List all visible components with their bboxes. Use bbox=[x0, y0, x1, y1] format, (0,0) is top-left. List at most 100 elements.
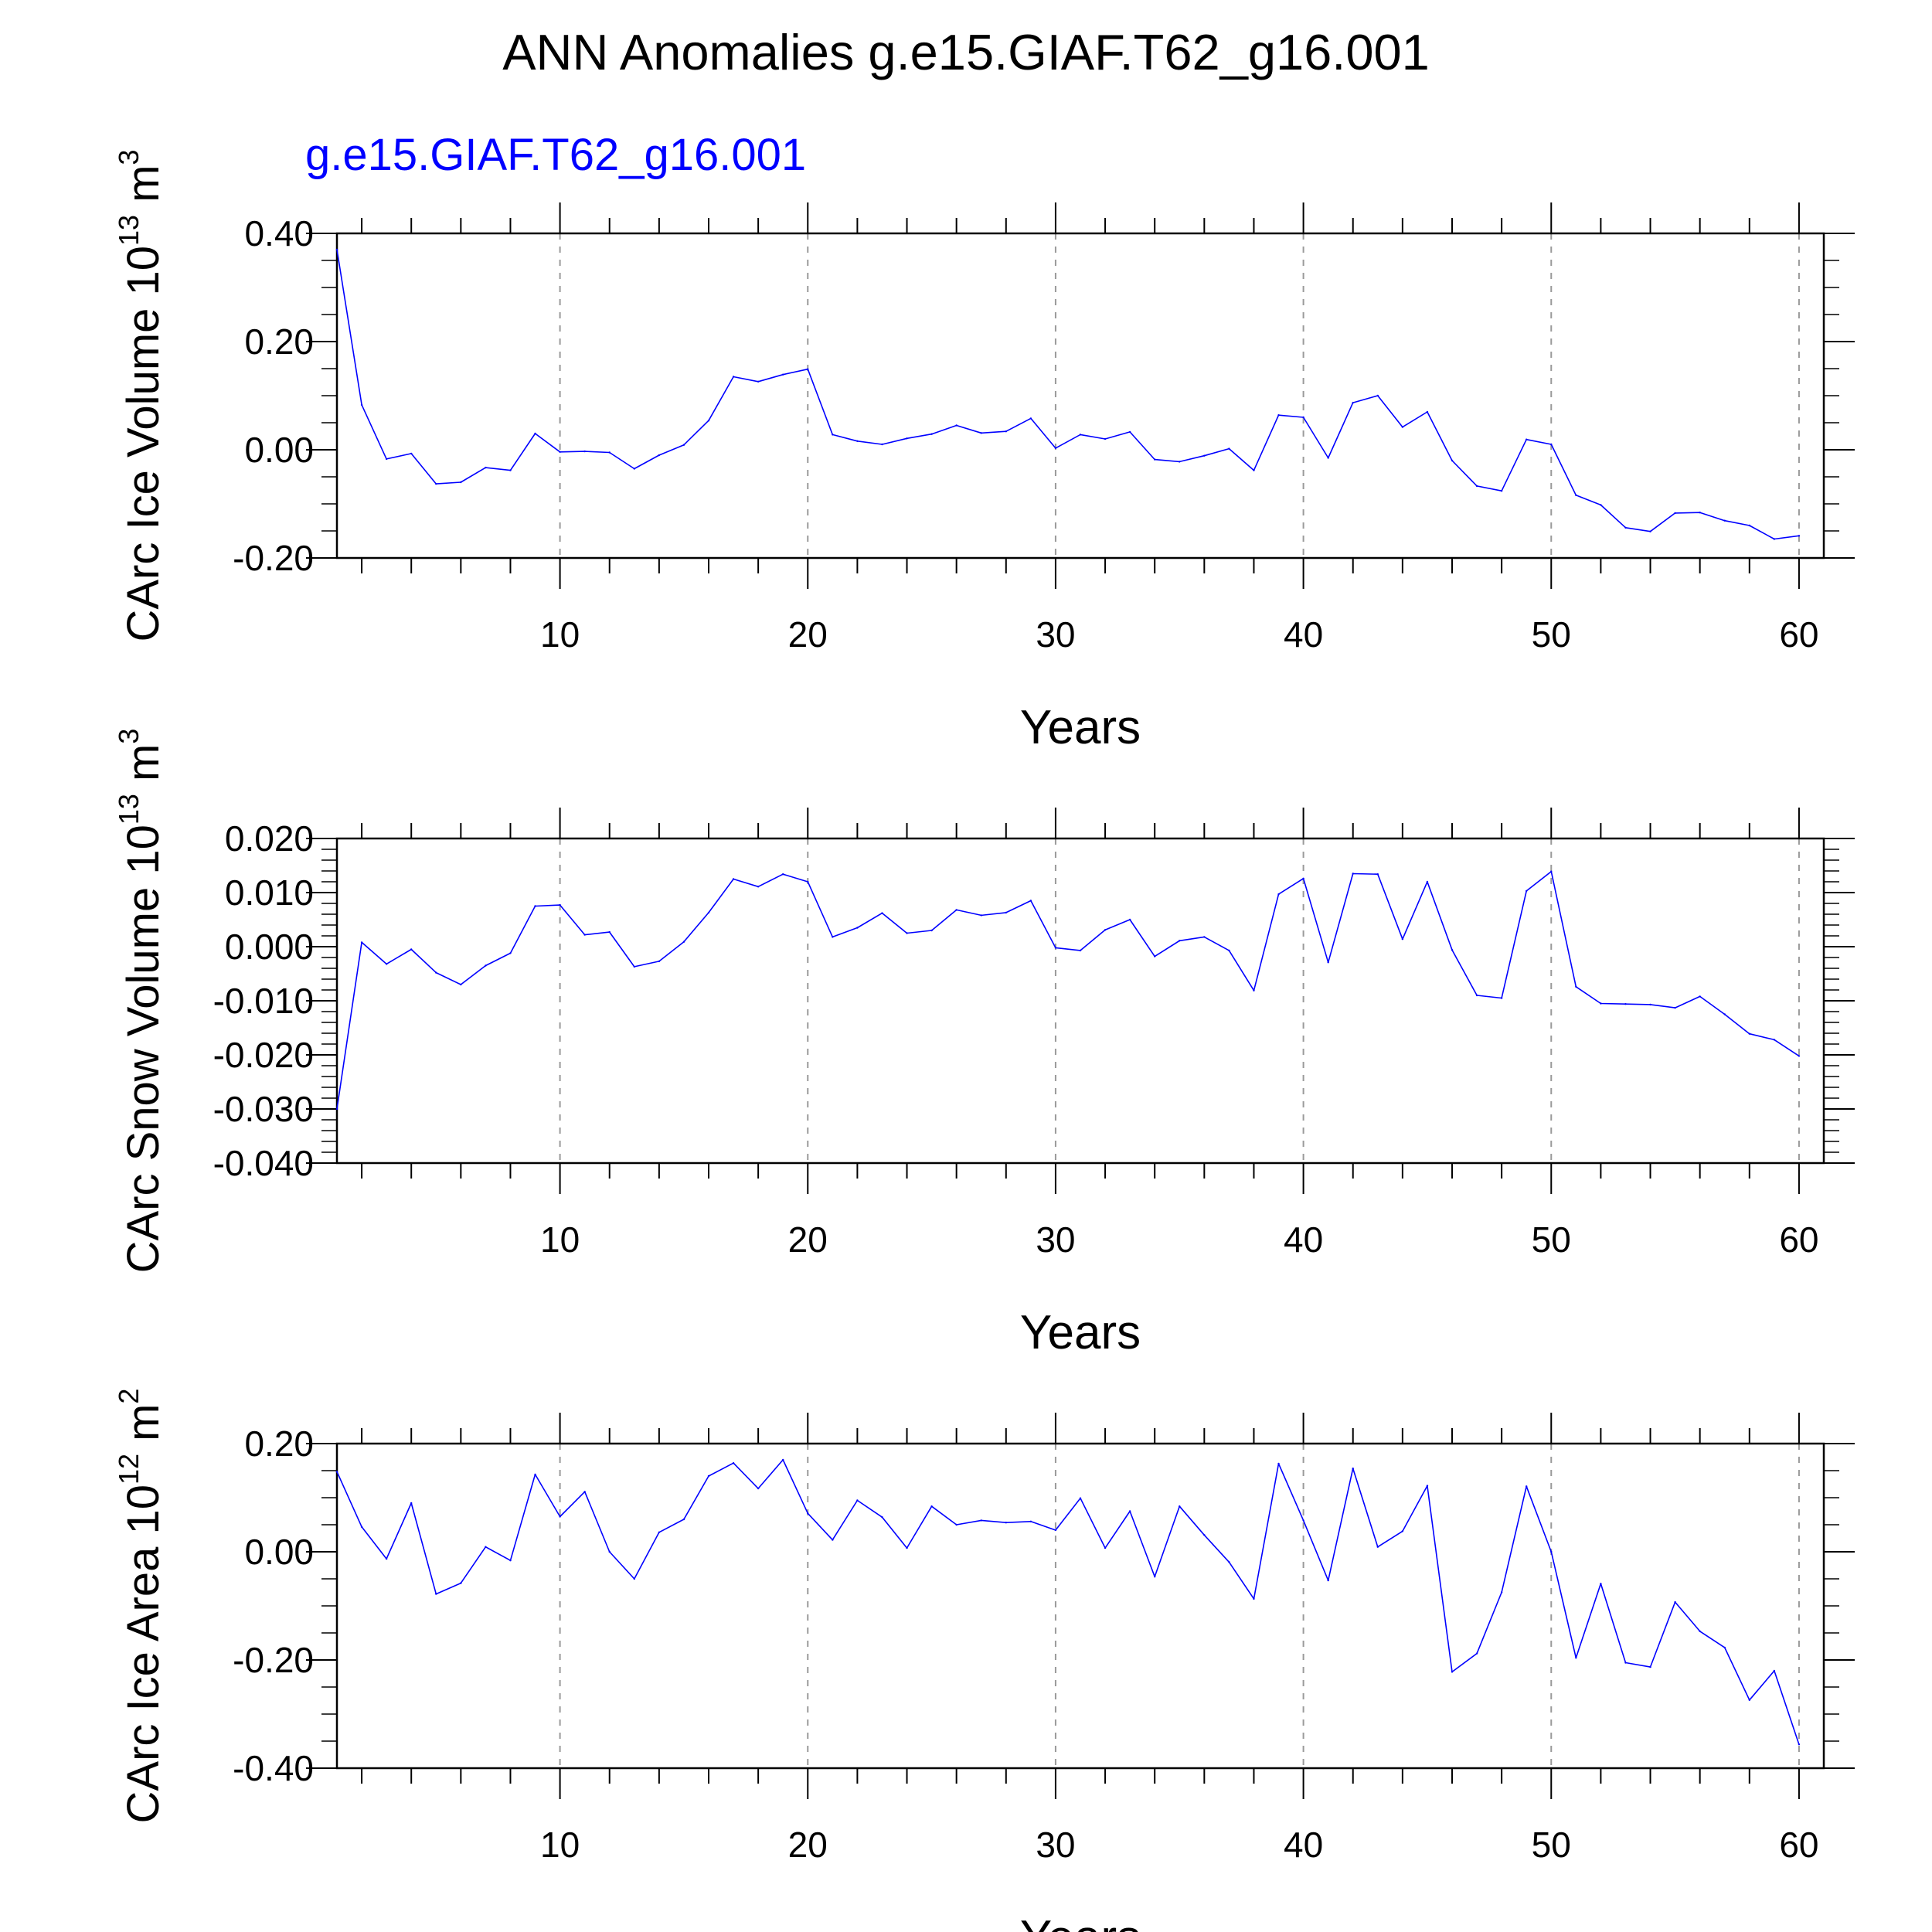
data-point-year-11 bbox=[583, 934, 586, 936]
y-tick-label: -0.020 bbox=[213, 1035, 314, 1075]
data-point-year-25 bbox=[930, 929, 933, 932]
x-tick-label-50: 50 bbox=[1532, 1825, 1571, 1865]
data-point-year-49 bbox=[1526, 1485, 1528, 1488]
data-point-year-11 bbox=[583, 1491, 586, 1493]
panel-2: 10 20 30 40 50 60 -0.040 -0.030 -0.020 -0.010 0.00… bbox=[113, 729, 1855, 1359]
data-point-year-38 bbox=[1253, 989, 1255, 992]
data-point-year-9 bbox=[534, 905, 536, 907]
chart-title: ANN Anomalies g.e15.GIAF.T62_g16.001 bbox=[502, 24, 1430, 80]
data-point-year-25 bbox=[930, 433, 933, 435]
data-point-year-12 bbox=[608, 451, 611, 454]
data-point-year-43 bbox=[1376, 873, 1379, 876]
data-point-year-28 bbox=[1005, 911, 1008, 914]
y-axis-label-part: CArc Ice Volume 10 bbox=[118, 246, 168, 642]
panels: 10 20 30 40 50 60 -0.20 0.00 0.20 0.40 Years CArc I… bbox=[113, 149, 1855, 1932]
data-point-year-48 bbox=[1500, 997, 1503, 999]
data-point-year-25 bbox=[930, 1505, 933, 1508]
data-point-year-42 bbox=[1352, 1468, 1354, 1470]
data-point-year-9 bbox=[534, 432, 536, 435]
data-point-year-13 bbox=[633, 468, 635, 470]
data-point-year-6 bbox=[460, 481, 462, 484]
data-point-year-20 bbox=[807, 880, 809, 883]
data-point-year-50 bbox=[1550, 1550, 1553, 1553]
data-point-year-59 bbox=[1773, 538, 1776, 540]
data-point-year-54 bbox=[1649, 1003, 1651, 1006]
y-axis-label-superscript: 13 bbox=[113, 215, 145, 246]
data-point-year-51 bbox=[1575, 1657, 1577, 1659]
y-tick-label: 0.20 bbox=[244, 1423, 314, 1464]
data-point-year-55 bbox=[1674, 1600, 1676, 1604]
data-point-year-51 bbox=[1575, 494, 1577, 496]
data-point-year-54 bbox=[1649, 1665, 1651, 1668]
y-axis-label-superscript: 13 bbox=[113, 794, 145, 825]
data-point-year-50 bbox=[1550, 870, 1553, 872]
data-point-year-8 bbox=[509, 952, 512, 954]
data-point-year-17 bbox=[732, 1462, 735, 1464]
data-point-year-29 bbox=[1029, 900, 1032, 902]
y-tick-label: 0.00 bbox=[244, 1532, 314, 1572]
data-point-year-8 bbox=[509, 1560, 512, 1562]
data-point-year-24 bbox=[906, 437, 908, 440]
data-point-year-37 bbox=[1228, 1561, 1230, 1563]
data-point-year-34 bbox=[1154, 955, 1156, 957]
data-point-year-36 bbox=[1203, 454, 1206, 457]
data-point-year-16 bbox=[707, 911, 710, 914]
data-point-year-46 bbox=[1451, 949, 1454, 951]
data-point-year-4 bbox=[410, 452, 413, 455]
data-point-year-60 bbox=[1798, 1743, 1801, 1746]
data-point-year-59 bbox=[1773, 1669, 1776, 1672]
data-point-year-43 bbox=[1376, 394, 1379, 397]
data-point-year-34 bbox=[1154, 1576, 1156, 1578]
data-point-year-1 bbox=[335, 1471, 338, 1473]
data-point-year-30 bbox=[1054, 947, 1057, 949]
data-point-year-47 bbox=[1475, 1652, 1478, 1655]
data-point-year-22 bbox=[856, 1499, 859, 1502]
y-axis-label-superscript: 2 bbox=[113, 1389, 145, 1404]
data-point-year-55 bbox=[1674, 1006, 1676, 1009]
y-axis-label: CArc Ice Area 1012 m2 bbox=[113, 1389, 168, 1824]
data-point-year-54 bbox=[1649, 530, 1651, 532]
data-point-year-7 bbox=[485, 1546, 487, 1548]
data-point-year-26 bbox=[955, 424, 957, 427]
data-point-year-52 bbox=[1600, 504, 1602, 506]
data-point-year-56 bbox=[1699, 512, 1701, 514]
data-point-year-60 bbox=[1798, 535, 1801, 537]
y-axis-label-superscript: 3 bbox=[113, 149, 145, 165]
y-tick-label: 0.20 bbox=[244, 321, 314, 362]
data-point-year-18 bbox=[757, 886, 760, 888]
data-point-year-49 bbox=[1526, 889, 1528, 893]
y-axis-label-part: m bbox=[118, 165, 168, 214]
data-point-year-31 bbox=[1079, 434, 1082, 436]
data-point-year-39 bbox=[1277, 1462, 1280, 1465]
data-point-year-53 bbox=[1624, 526, 1627, 529]
data-point-year-7 bbox=[485, 964, 487, 967]
data-point-year-13 bbox=[633, 1577, 635, 1580]
y-tick-label: -0.20 bbox=[233, 1640, 314, 1680]
data-point-year-2 bbox=[360, 403, 363, 406]
data-point-year-32 bbox=[1104, 1546, 1107, 1549]
data-point-year-59 bbox=[1773, 1039, 1776, 1041]
data-point-year-16 bbox=[707, 1475, 710, 1478]
y-axis-label: CArc Snow Volume 1013 m3 bbox=[113, 729, 168, 1274]
x-tick-label-30: 30 bbox=[1036, 1825, 1075, 1865]
y-tick-label: 0.00 bbox=[244, 430, 314, 470]
data-point-year-20 bbox=[807, 368, 809, 370]
data-point-year-48 bbox=[1500, 490, 1503, 492]
y-axis-label-part: m bbox=[118, 744, 168, 794]
y-tick-label: 0.40 bbox=[244, 213, 314, 253]
data-point-year-37 bbox=[1228, 447, 1230, 450]
chart-subtitle: g.e15.GIAF.T62_g16.001 bbox=[305, 130, 806, 180]
series-line bbox=[336, 249, 1800, 540]
data-point-year-40 bbox=[1302, 1519, 1304, 1522]
data-point-year-33 bbox=[1128, 430, 1131, 434]
data-point-year-15 bbox=[682, 1518, 685, 1521]
data-point-year-33 bbox=[1128, 918, 1131, 921]
data-point-year-37 bbox=[1228, 949, 1230, 952]
data-point-year-3 bbox=[385, 457, 388, 461]
data-point-year-36 bbox=[1203, 936, 1206, 938]
data-point-year-36 bbox=[1203, 1534, 1206, 1536]
y-tick-label: 0.000 bbox=[225, 927, 314, 967]
data-point-year-17 bbox=[732, 376, 735, 378]
data-point-year-30 bbox=[1054, 1529, 1057, 1532]
